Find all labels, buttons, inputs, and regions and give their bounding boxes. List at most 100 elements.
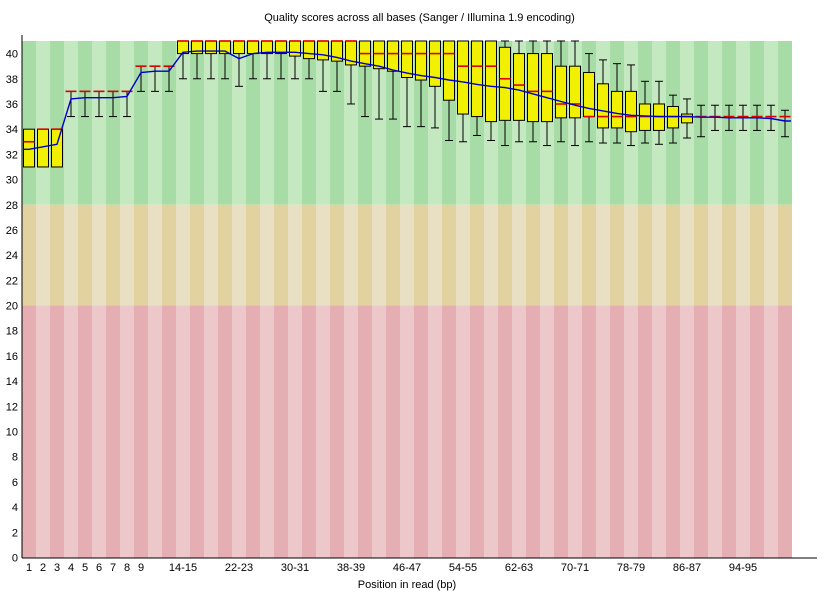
y-tick-label: 14 [6,376,18,388]
x-tick-label: 1 [26,562,32,574]
x-tick-label: 4 [68,562,74,574]
zone-medium-stripe [680,204,694,306]
y-tick-label: 40 [6,49,18,61]
quartile-box [471,40,483,118]
zone-poor-stripe [260,305,274,558]
zone-poor-stripe [736,305,750,558]
zone-good-stripe [78,40,92,205]
zone-good-stripe [162,40,176,205]
y-tick-label: 36 [6,99,18,111]
zone-poor-stripe [582,305,596,558]
zone-medium-stripe [554,204,568,306]
zone-medium-stripe [260,204,274,306]
quartile-box [569,65,581,119]
zone-medium-stripe [246,204,260,306]
zone-poor-stripe [232,305,246,558]
quartile-box [429,40,441,87]
zone-poor-stripe [386,305,400,558]
x-tick-label: 2 [40,562,46,574]
x-tick-label: 8 [124,562,130,574]
x-tick-label: 5 [82,562,88,574]
zone-medium-stripe [750,204,764,306]
zone-good-stripe [64,40,78,205]
x-tick-label: 7 [110,562,116,574]
zone-poor-stripe [764,305,778,558]
zone-medium-stripe [92,204,106,306]
zone-poor-stripe [596,305,610,558]
y-tick-label: 26 [6,225,18,237]
zone-poor-stripe [540,305,554,558]
x-tick-label: 54-55 [449,562,477,574]
zone-poor-stripe [190,305,204,558]
zone-medium-stripe [386,204,400,306]
x-tick-label: 62-63 [505,562,533,574]
zone-good-stripe [344,40,358,205]
quartile-box [415,40,427,81]
zone-poor-stripe [484,305,498,558]
quartile-box [583,71,595,118]
zone-poor-stripe [652,305,666,558]
zone-medium-stripe [162,204,176,306]
y-tick-label: 16 [6,351,18,363]
zone-good-stripe [372,40,386,205]
quartile-box [485,40,497,123]
quartile-box [457,40,469,115]
zone-poor-stripe [50,305,64,558]
zone-poor-stripe [750,305,764,558]
zone-good-stripe [36,40,50,205]
zone-good-stripe [288,40,302,205]
zone-good-stripe [358,40,372,205]
zone-medium-stripe [302,204,316,306]
zone-medium-stripe [526,204,540,306]
zone-poor-stripe [694,305,708,558]
zone-good-stripe [302,40,316,205]
y-tick-label: 20 [6,301,18,313]
zone-medium-stripe [274,204,288,306]
zone-good-stripe [246,40,260,205]
y-tick-label: 30 [6,175,18,187]
zone-medium-stripe [708,204,722,306]
x-tick-label: 78-79 [617,562,645,574]
zone-poor-stripe [638,305,652,558]
zone-good-stripe [232,40,246,205]
y-tick-label: 8 [12,452,18,464]
x-tick-label: 86-87 [673,562,701,574]
zone-poor-stripe [568,305,582,558]
quartile-box [681,113,693,124]
zone-poor-stripe [92,305,106,558]
quartile-box [555,65,567,119]
zone-good-stripe [260,40,274,205]
x-tick-label: 70-71 [561,562,589,574]
zone-poor-stripe [22,305,36,558]
zone-poor-stripe [120,305,134,558]
zone-medium-stripe [50,204,64,306]
x-tick-label: 30-31 [281,562,309,574]
zone-poor-stripe [316,305,330,558]
zone-poor-stripe [372,305,386,558]
quartile-box [625,90,637,133]
zone-medium-stripe [540,204,554,306]
zone-medium-stripe [106,204,120,306]
zone-poor-stripe [526,305,540,558]
x-tick-label: 6 [96,562,102,574]
zone-poor-stripe [470,305,484,558]
zone-medium-stripe [120,204,134,306]
y-tick-label: 6 [12,477,18,489]
zone-medium-stripe [610,204,624,306]
zone-medium-stripe [428,204,442,306]
y-tick-label: 34 [6,124,18,136]
y-tick-label: 0 [12,553,18,565]
zone-poor-stripe [302,305,316,558]
zone-medium-stripe [484,204,498,306]
zone-poor-stripe [680,305,694,558]
quartile-box [611,90,623,129]
zone-good-stripe [218,40,232,205]
x-tick-label: 22-23 [225,562,253,574]
y-tick-label: 12 [6,401,18,413]
zone-good-stripe [316,40,330,205]
y-tick-label: 28 [6,200,18,212]
zone-medium-stripe [372,204,386,306]
zone-poor-stripe [106,305,120,558]
zone-medium-stripe [358,204,372,306]
